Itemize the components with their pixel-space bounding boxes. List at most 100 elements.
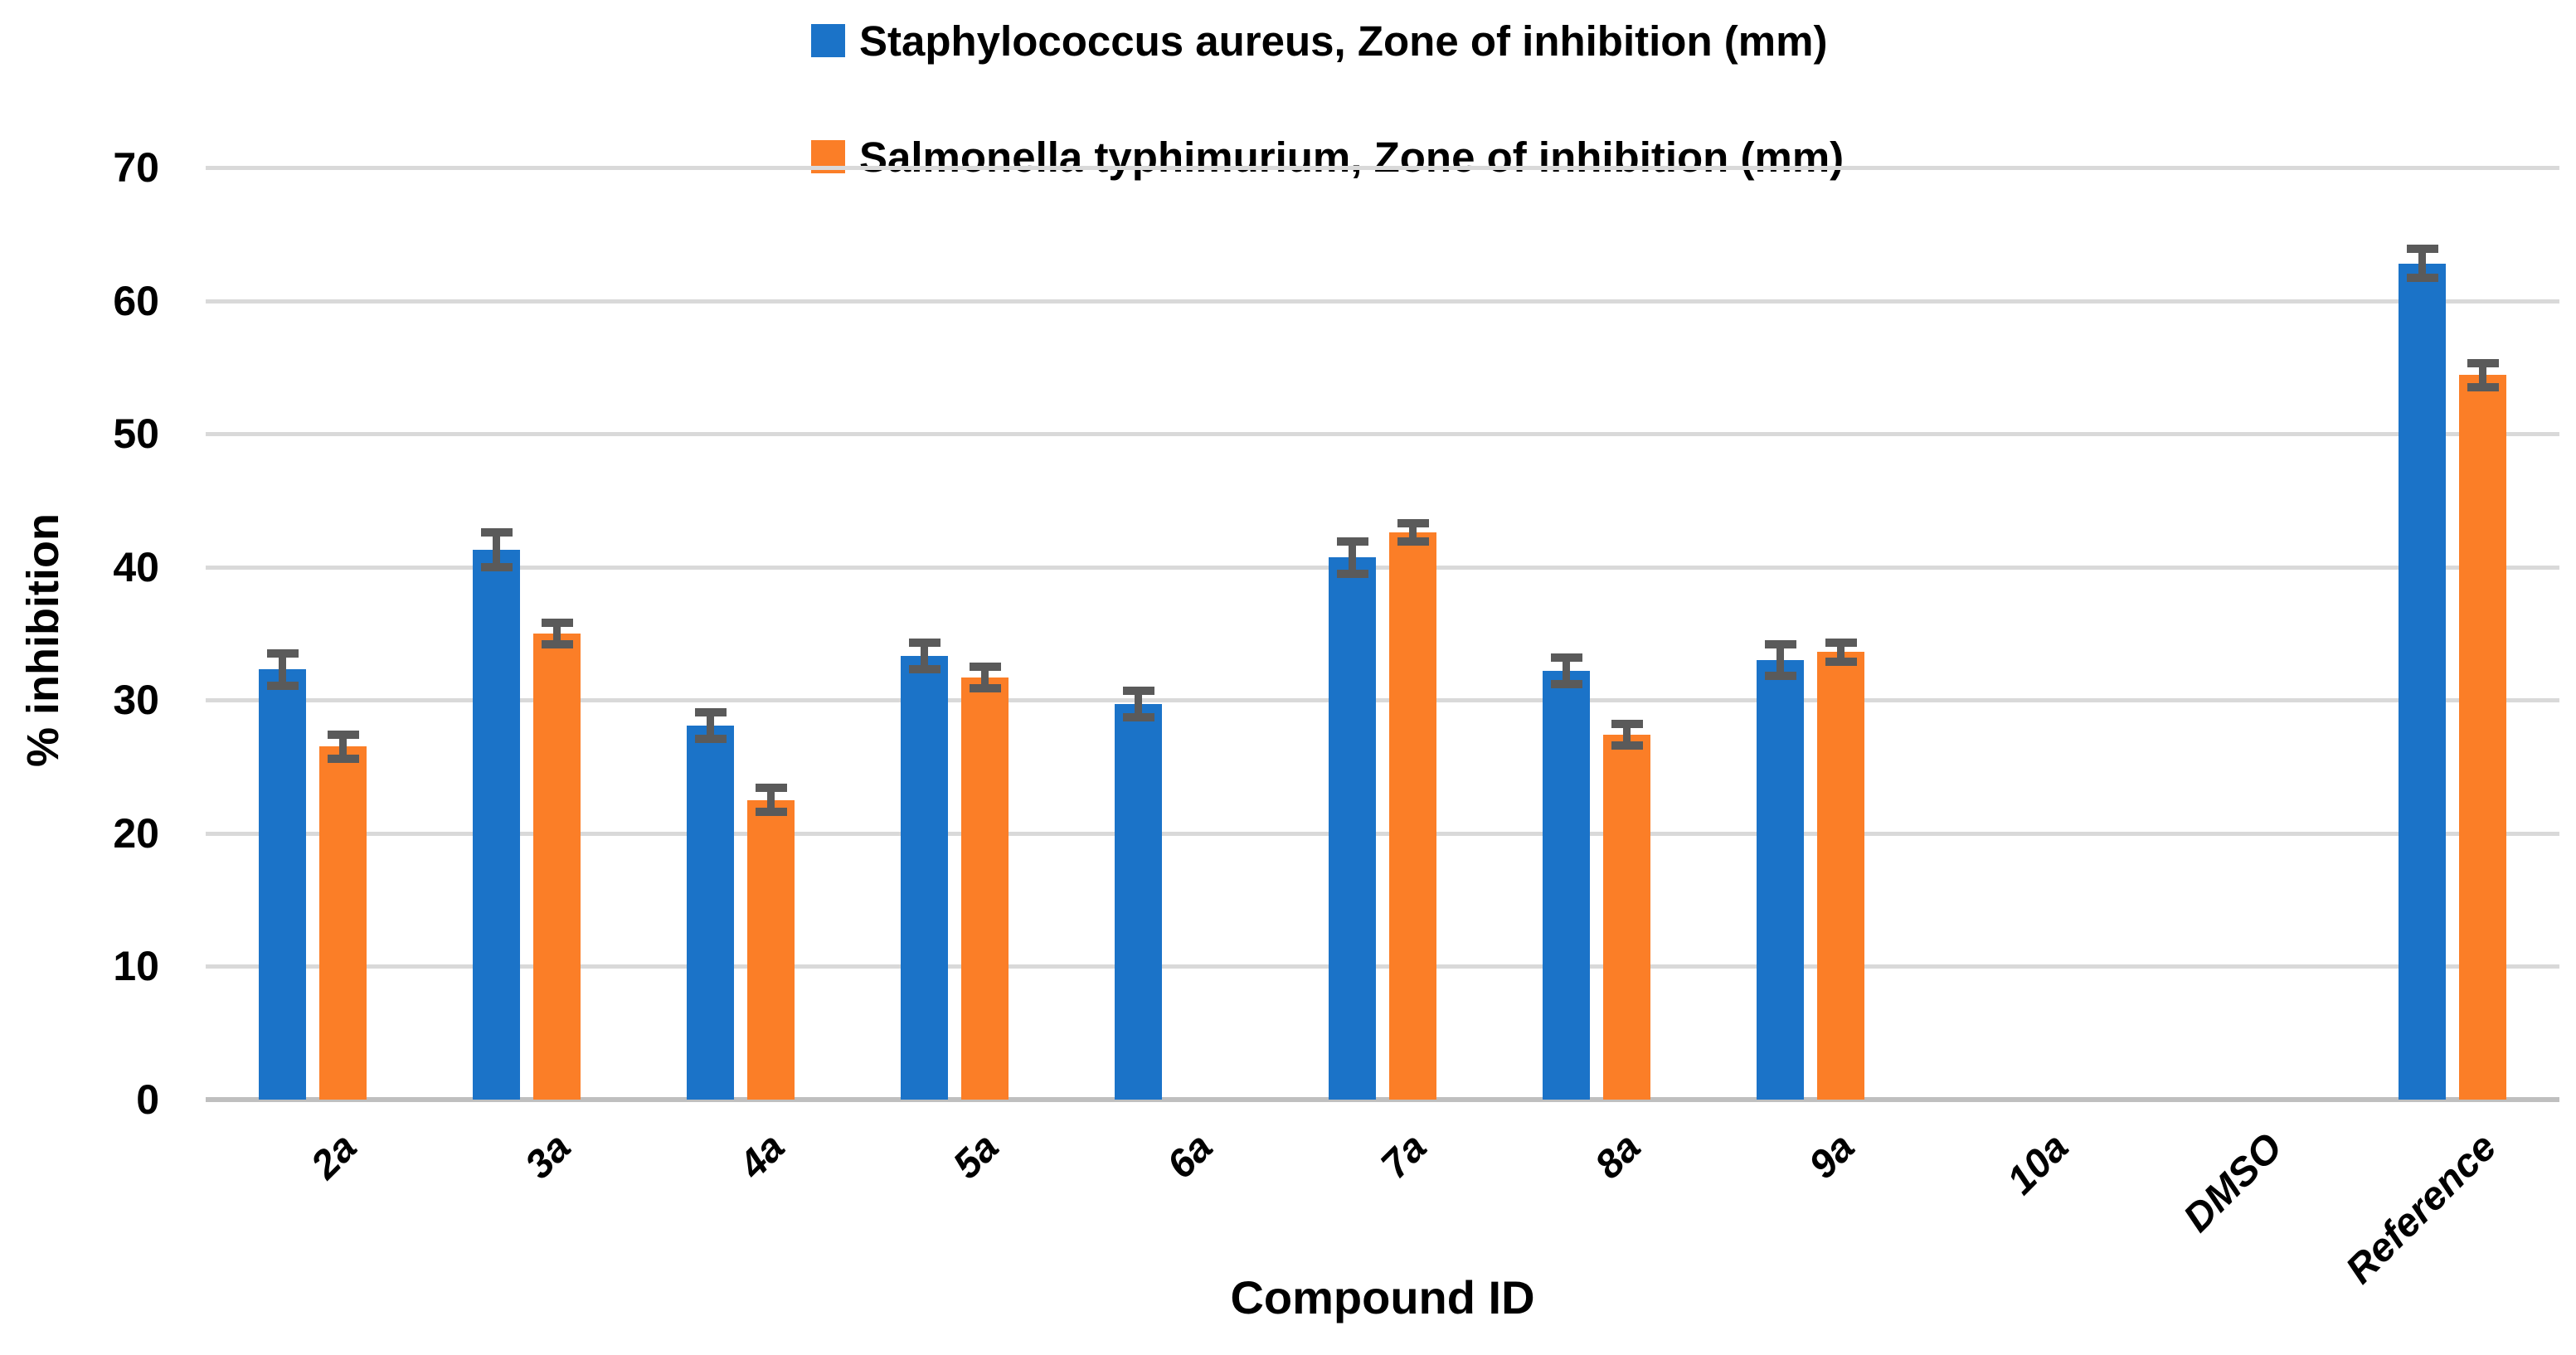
error-bar-cap-bottom-4a xyxy=(694,734,727,743)
bar-series1-8a xyxy=(1543,670,1590,1100)
error-bar-whisker-4a xyxy=(707,711,714,739)
plot-area xyxy=(206,166,2559,1102)
error-bar-cap-top-9a xyxy=(1764,639,1796,648)
error-bar-cap-top-4a xyxy=(694,707,727,716)
error-bar-whisker-2a xyxy=(339,735,347,759)
x-axis-line xyxy=(206,1097,2559,1102)
error-bar-whisker-3a xyxy=(493,532,500,567)
y-tick-label-0: 0 xyxy=(136,1076,159,1123)
bar-series1-5a xyxy=(901,656,948,1100)
error-bar-cap-bottom-Reference xyxy=(2406,274,2438,283)
y-tick-label-30: 30 xyxy=(113,677,159,724)
legend-item-staphylococcus: Staphylococcus aureus, Zone of inhibitio… xyxy=(811,15,1844,66)
y-tick-label-20: 20 xyxy=(113,809,159,857)
y-tick-label-50: 50 xyxy=(113,410,159,458)
x-tick-label-3a: 3a xyxy=(516,1124,580,1187)
gridline-50 xyxy=(206,432,2559,437)
error-bar-cap-bottom-4a xyxy=(755,808,787,817)
bar-series2-3a xyxy=(533,634,581,1100)
bar-series1-7a xyxy=(1329,557,1376,1100)
error-bar-whisker-Reference xyxy=(2418,248,2426,279)
legend-item-salmonella: Salmonella typhimurium, Zone of inhibiti… xyxy=(811,131,1844,182)
y-tick-label-60: 60 xyxy=(113,277,159,324)
bar-series1-3a xyxy=(473,549,520,1100)
error-bar-whisker-3a xyxy=(553,623,561,644)
bar-series2-4a xyxy=(747,799,795,1100)
bar-series1-4a xyxy=(687,725,734,1100)
bar-series1-2a xyxy=(259,669,306,1100)
x-tick-label-9a: 9a xyxy=(1800,1124,1864,1187)
x-tick-label-Reference: Reference xyxy=(2337,1124,2506,1293)
bar-series2-8a xyxy=(1603,735,1650,1100)
error-bar-cap-bottom-3a xyxy=(480,562,513,571)
error-bar-whisker-9a xyxy=(1837,643,1845,662)
legend-swatch-staphylococcus xyxy=(811,24,845,57)
error-bar-cap-bottom-8a xyxy=(1611,741,1643,750)
error-bar-cap-top-Reference xyxy=(2406,244,2438,253)
error-bar-cap-top-9a xyxy=(1825,639,1857,648)
gridline-20 xyxy=(206,831,2559,836)
gridline-30 xyxy=(206,698,2559,703)
error-bar-whisker-8a xyxy=(1563,657,1570,684)
error-bar-cap-top-5a xyxy=(969,663,1001,672)
x-tick-label-8a: 8a xyxy=(1586,1124,1650,1187)
bar-series2-7a xyxy=(1389,532,1436,1100)
x-tick-label-DMSO: DMSO xyxy=(2175,1124,2292,1241)
error-bar-cap-bottom-7a xyxy=(1397,537,1429,546)
error-bar-cap-bottom-7a xyxy=(1336,569,1368,578)
error-bar-whisker-9a xyxy=(1776,644,1784,677)
error-bar-cap-top-7a xyxy=(1397,518,1429,527)
x-tick-label-4a: 4a xyxy=(730,1124,794,1187)
error-bar-cap-bottom-2a xyxy=(327,754,359,763)
y-tick-label-40: 40 xyxy=(113,543,159,590)
legend-label-staphylococcus: Staphylococcus aureus, Zone of inhibitio… xyxy=(859,17,1828,65)
error-bar-whisker-7a xyxy=(1349,542,1356,574)
bar-series2-9a xyxy=(1817,652,1864,1100)
legend-label-salmonella: Salmonella typhimurium, Zone of inhibiti… xyxy=(859,133,1845,181)
y-axis-tick-labels: 0 10 20 30 40 50 60 70 xyxy=(33,144,159,1123)
error-bar-cap-bottom-6a xyxy=(1122,713,1154,722)
bar-series2-5a xyxy=(961,677,1009,1100)
error-bar-cap-top-7a xyxy=(1336,537,1368,546)
error-bar-cap-bottom-5a xyxy=(969,683,1001,692)
error-bar-cap-top-3a xyxy=(480,527,513,537)
y-tick-label-10: 10 xyxy=(113,943,159,990)
error-bar-whisker-7a xyxy=(1409,522,1417,542)
error-bar-cap-top-5a xyxy=(908,639,940,648)
error-bar-cap-top-2a xyxy=(327,731,359,740)
error-bar-cap-bottom-9a xyxy=(1764,672,1796,681)
x-tick-label-2a: 2a xyxy=(302,1124,366,1187)
gridline-40 xyxy=(206,565,2559,570)
error-bar-cap-bottom-2a xyxy=(266,681,299,690)
x-tick-label-5a: 5a xyxy=(944,1124,1008,1187)
x-tick-label-10a: 10a xyxy=(1999,1124,2078,1203)
error-bar-cap-top-4a xyxy=(755,784,787,793)
bar-series1-Reference xyxy=(2399,263,2446,1100)
y-tick-label-70: 70 xyxy=(113,144,159,191)
bar-series1-9a xyxy=(1757,660,1804,1100)
bar-series2-Reference xyxy=(2459,375,2506,1100)
gridline-70 xyxy=(206,166,2559,170)
error-bar-whisker-4a xyxy=(767,788,775,813)
error-bar-cap-top-Reference xyxy=(2467,359,2499,368)
error-bar-whisker-5a xyxy=(921,643,928,670)
error-bar-cap-top-6a xyxy=(1122,687,1154,696)
bar-series1-6a xyxy=(1115,704,1162,1100)
error-bar-cap-bottom-Reference xyxy=(2467,382,2499,391)
gridline-60 xyxy=(206,299,2559,304)
error-bar-whisker-2a xyxy=(279,653,286,686)
bar-series2-2a xyxy=(319,746,367,1100)
x-tick-label-7a: 7a xyxy=(1372,1124,1436,1187)
error-bar-whisker-8a xyxy=(1623,724,1631,745)
error-bar-cap-bottom-3a xyxy=(541,639,573,648)
error-bar-whisker-Reference xyxy=(2479,363,2486,387)
error-bar-cap-top-3a xyxy=(541,619,573,628)
gridline-10 xyxy=(206,964,2559,969)
error-bar-cap-bottom-9a xyxy=(1825,657,1857,666)
error-bar-cap-top-8a xyxy=(1550,653,1582,662)
x-axis-title: Compound ID xyxy=(1230,1271,1535,1323)
error-bar-whisker-5a xyxy=(981,667,989,688)
error-bar-cap-top-2a xyxy=(266,649,299,658)
error-bar-cap-bottom-5a xyxy=(908,665,940,674)
